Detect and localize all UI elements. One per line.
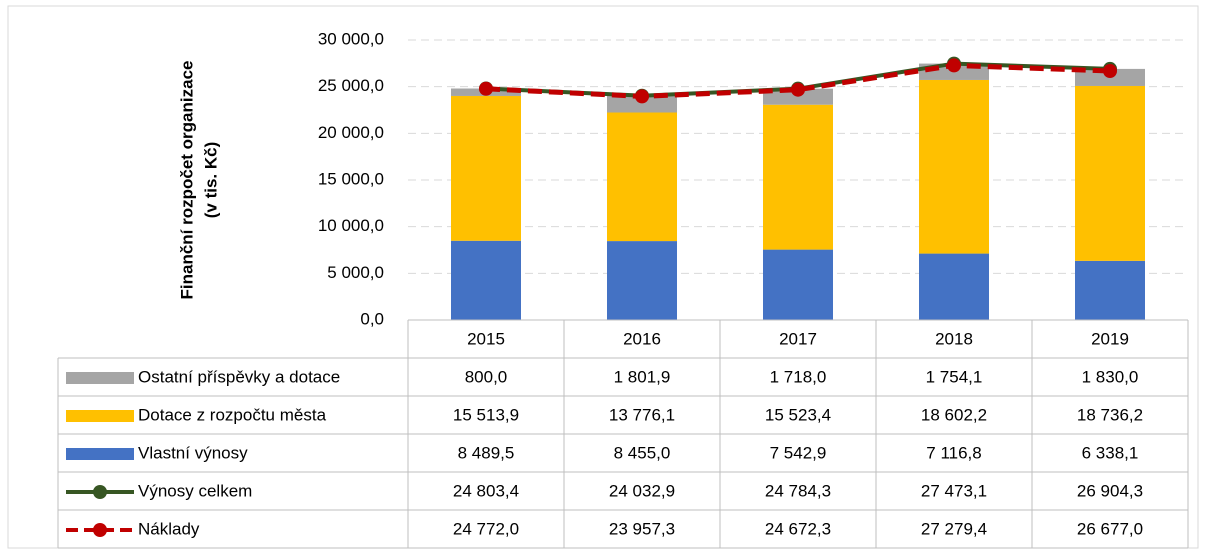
line-marker — [947, 58, 961, 73]
legend-label: Náklady — [138, 519, 200, 538]
table-value: 7 542,9 — [770, 443, 827, 462]
line-marker — [791, 82, 805, 97]
table-value: 24 784,3 — [765, 481, 831, 500]
table-value: 1 718,0 — [770, 367, 827, 386]
line-marker — [635, 89, 649, 104]
x-tick-label: 2015 — [467, 329, 505, 348]
legend-label: Vlastní výnosy — [138, 443, 248, 462]
table-value: 18 736,2 — [1077, 405, 1143, 424]
bar — [1075, 260, 1145, 320]
table-value: 1 754,1 — [926, 367, 983, 386]
y-tick-label: 25 000,0 — [318, 76, 384, 95]
table-value: 1 830,0 — [1082, 367, 1139, 386]
table-value: 18 602,2 — [921, 405, 987, 424]
table-value: 24 032,9 — [609, 481, 675, 500]
legend-label: Výnosy celkem — [138, 481, 252, 500]
bar — [451, 240, 521, 320]
table-value: 1 801,9 — [614, 367, 671, 386]
bar — [607, 112, 677, 242]
table-value: 800,0 — [465, 367, 508, 386]
bar — [763, 104, 833, 250]
x-tick-label: 2016 — [623, 329, 661, 348]
bar — [919, 79, 989, 254]
table-value: 15 523,4 — [765, 405, 831, 424]
table-value: 15 513,9 — [453, 405, 519, 424]
bar — [607, 95, 677, 113]
y-axis-title: Finanční rozpočet organizace (v tis. Kč) — [177, 61, 220, 300]
x-tick-label: 2019 — [1091, 329, 1129, 348]
legend-label: Ostatní příspěvky a dotace — [138, 367, 340, 386]
legend-marker — [93, 523, 107, 537]
table-value: 8 455,0 — [614, 443, 671, 462]
table-value: 6 338,1 — [1082, 443, 1139, 462]
table-value: 8 489,5 — [458, 443, 515, 462]
y-tick-label: 0,0 — [360, 309, 384, 328]
bar — [607, 241, 677, 320]
y-tick-label: 20 000,0 — [318, 123, 384, 142]
y-axis-title-line: Finanční rozpočet organizace — [177, 61, 196, 300]
table-value: 7 116,8 — [926, 443, 981, 462]
legend-swatch — [66, 410, 134, 422]
bar — [763, 249, 833, 320]
table-value: 27 279,4 — [921, 519, 987, 538]
legend-swatch — [66, 372, 134, 384]
line-marker — [479, 81, 493, 96]
y-axis-title-line: (v tis. Kč) — [201, 142, 220, 219]
table-value: 24 772,0 — [453, 519, 519, 538]
table-value: 13 776,1 — [609, 405, 675, 424]
legend-label: Dotace z rozpočtu města — [138, 405, 327, 424]
y-tick-label: 30 000,0 — [318, 29, 384, 48]
y-tick-label: 10 000,0 — [318, 216, 384, 235]
bar — [451, 95, 521, 241]
table-value: 24 803,4 — [453, 481, 519, 500]
x-tick-label: 2018 — [935, 329, 973, 348]
table-value: 26 677,0 — [1077, 519, 1143, 538]
line-marker — [1103, 64, 1117, 79]
table-value: 23 957,3 — [609, 519, 675, 538]
y-tick-label: 15 000,0 — [318, 169, 384, 188]
bar — [919, 253, 989, 320]
legend-marker — [93, 485, 107, 499]
table-value: 27 473,1 — [921, 481, 987, 500]
table-value: 24 672,3 — [765, 519, 831, 538]
bar — [1075, 85, 1145, 261]
x-tick-label: 2017 — [779, 329, 817, 348]
table-value: 26 904,3 — [1077, 481, 1143, 500]
legend-swatch — [66, 448, 134, 460]
y-tick-label: 5 000,0 — [327, 263, 384, 282]
